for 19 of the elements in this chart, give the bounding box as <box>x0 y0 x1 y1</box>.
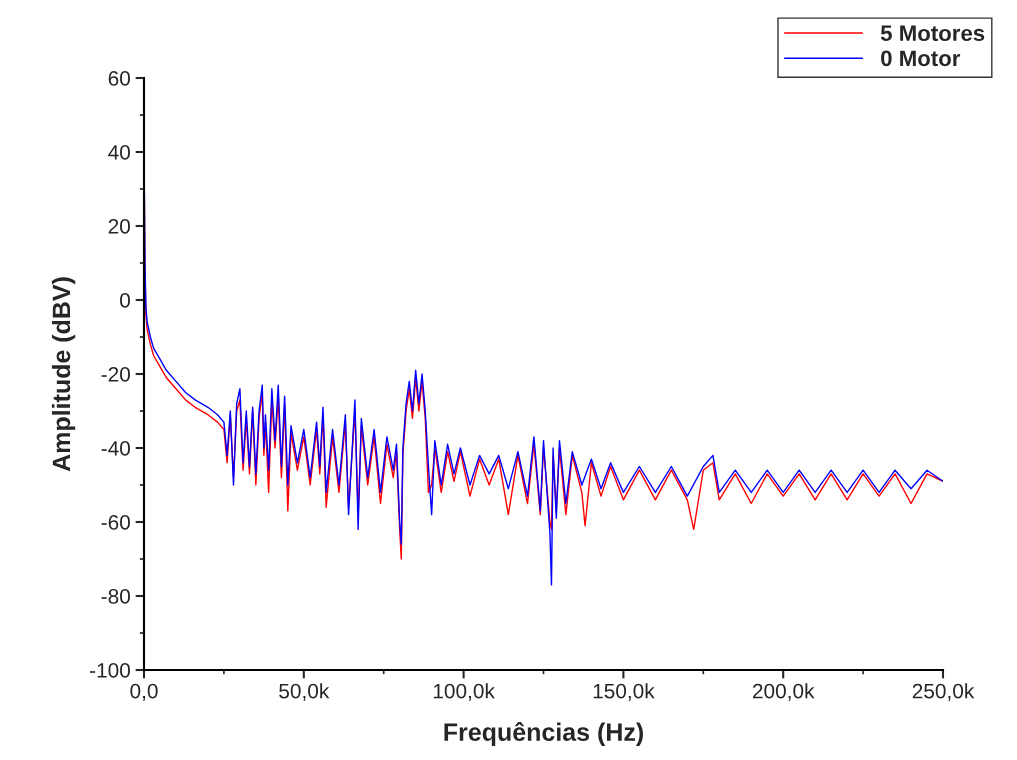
legend-label: 5 Motores <box>880 25 985 42</box>
x-tick-label: 0,0 <box>130 683 158 701</box>
x-tick-label: 200,0k <box>752 683 815 701</box>
legend-label: 0 Motor <box>881 50 961 67</box>
y-tick-label: -60 <box>101 515 130 530</box>
y-tick-label: -20 <box>101 367 130 382</box>
x-tick-label: 250,0k <box>912 683 975 701</box>
y-tick-label: 60 <box>108 71 130 86</box>
y-tick-label: 0 <box>120 293 130 308</box>
x-axis-title: Frequências (Hz) <box>444 722 643 746</box>
y-axis-title: Amplitude (dBV) <box>51 277 76 472</box>
x-tick-label: 150,0k <box>593 683 655 701</box>
y-tick-label: 40 <box>108 145 130 160</box>
y-tick-label: -40 <box>101 441 130 456</box>
x-tick-label: 100,0k <box>433 683 495 701</box>
x-tick-label: 50,0k <box>279 683 330 701</box>
y-tick-label: 20 <box>108 219 130 234</box>
y-tick-label: -80 <box>101 589 130 604</box>
y-tick-label: -100 <box>90 663 130 678</box>
